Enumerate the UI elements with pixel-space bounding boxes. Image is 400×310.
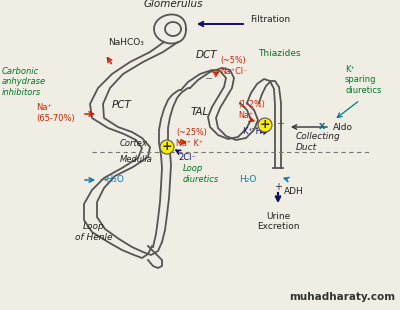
Text: −: − <box>205 74 213 84</box>
Text: DCT: DCT <box>196 50 218 60</box>
Text: PCT: PCT <box>112 100 132 110</box>
Text: NaHCO₃: NaHCO₃ <box>108 38 144 47</box>
Text: Glomerulus: Glomerulus <box>143 0 203 9</box>
Text: −: − <box>251 124 259 134</box>
Text: →H₂O: →H₂O <box>100 175 125 184</box>
Text: Cortex: Cortex <box>120 139 148 148</box>
Text: K⁺ H⁺: K⁺ H⁺ <box>243 127 266 136</box>
Text: Aldo: Aldo <box>333 123 353 132</box>
Text: Loop
of Henle: Loop of Henle <box>75 222 113 242</box>
Text: 2Cl⁻: 2Cl⁻ <box>178 153 196 162</box>
Text: Loop
diuretics: Loop diuretics <box>183 164 219 184</box>
Text: (~25%)
Na⁺ K⁺: (~25%) Na⁺ K⁺ <box>176 128 207 148</box>
Circle shape <box>258 118 272 132</box>
Text: (~5%)
Na⁺Cl⁻: (~5%) Na⁺Cl⁻ <box>220 56 247 76</box>
Text: Urine
Excretion: Urine Excretion <box>257 212 299 231</box>
Text: +: + <box>274 182 282 192</box>
Text: Filtration: Filtration <box>250 16 290 24</box>
Text: ADH: ADH <box>284 188 304 197</box>
Text: TAL: TAL <box>191 107 209 117</box>
Text: muhadharaty.com: muhadharaty.com <box>289 292 395 302</box>
Text: +: + <box>260 118 270 131</box>
Circle shape <box>160 140 174 154</box>
Text: Na⁺
(65-70%): Na⁺ (65-70%) <box>36 103 75 123</box>
Text: (1-2%)
Na⁺: (1-2%) Na⁺ <box>238 100 265 120</box>
Text: Medulla: Medulla <box>120 155 153 164</box>
Text: +: + <box>276 119 284 129</box>
Text: x: x <box>319 121 325 131</box>
Text: H₂O: H₂O <box>240 175 257 184</box>
Text: K⁺
sparing
diuretics: K⁺ sparing diuretics <box>345 65 381 95</box>
Text: Collecting
Duct: Collecting Duct <box>296 132 341 152</box>
Text: +: + <box>162 140 172 153</box>
Text: Thiazides: Thiazides <box>258 48 301 57</box>
Text: Carbonic
anhydrase
inhibitors: Carbonic anhydrase inhibitors <box>2 67 46 97</box>
